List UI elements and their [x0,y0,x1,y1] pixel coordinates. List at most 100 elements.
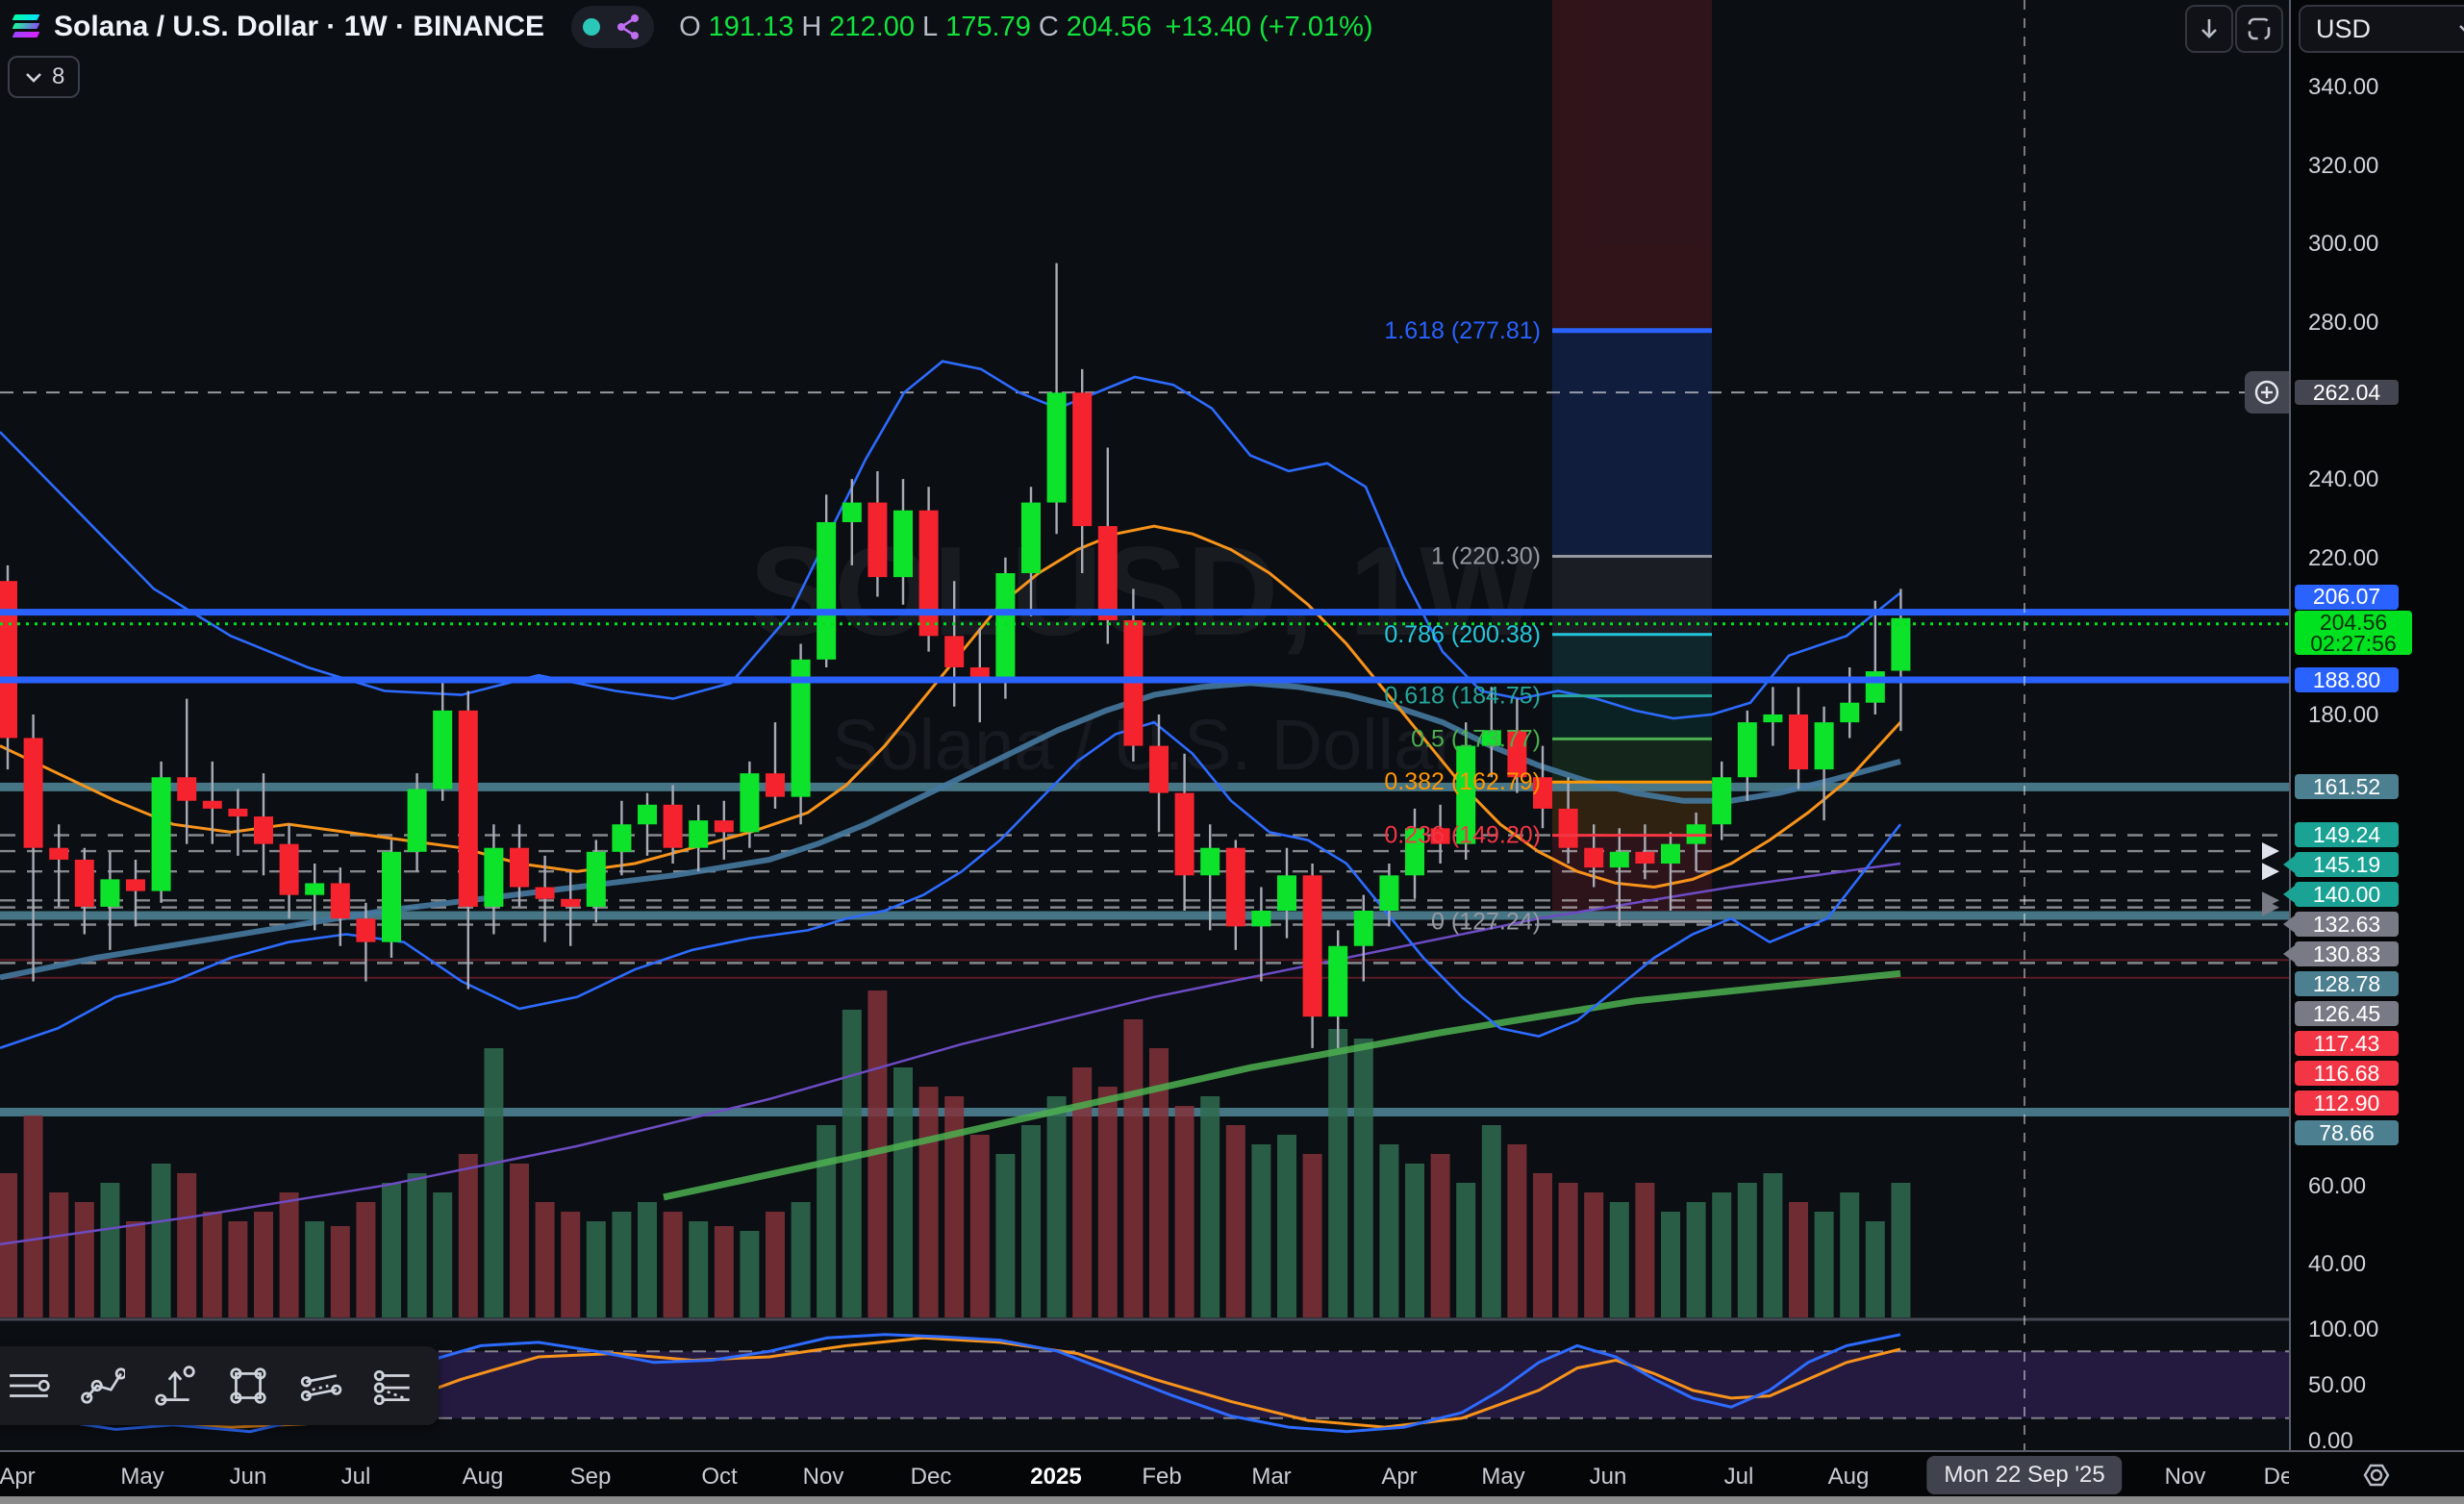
volume-bar [1891,1183,1911,1317]
volume-bar [1533,1173,1552,1317]
volume-bar [1789,1202,1808,1317]
maximize-button[interactable] [2235,5,2283,53]
time-axis[interactable]: Apr May Jun Jul Aug Sep Oct Nov Dec 2025 Feb Mar Apr… [0,1450,2289,1498]
price-level-badge[interactable]: 161.52 [2295,774,2399,800]
fib-zone [1552,835,1712,922]
legend-pill [571,6,655,48]
price-level-badge[interactable]: 206.07 [2295,584,2399,610]
scroll-to-recent-button[interactable] [2185,5,2233,53]
rectangle-tool[interactable] [221,1359,275,1413]
volume-bar [254,1212,273,1317]
flat-channel-tool[interactable] [366,1359,420,1413]
price-level-badge[interactable]: 116.68 [2295,1061,2399,1087]
candle-body [969,666,990,680]
horizontal-line-tool[interactable] [3,1359,57,1413]
time-axis-settings[interactable] [2289,1450,2464,1498]
share-icon[interactable] [614,13,642,41]
volume-bar [23,1115,43,1317]
volume-bar [1149,1048,1169,1317]
price-level-badge[interactable]: 132.63 [2283,912,2399,938]
candle-body [663,804,683,848]
symbol-title[interactable]: Solana / U.S. Dollar · 1W · BINANCE [54,11,545,42]
volume-bar [1661,1212,1680,1317]
price-level-badge[interactable]: 188.80 [2295,667,2399,693]
volume-bar [1686,1202,1706,1317]
price-level-badge[interactable]: 117.43 [2295,1031,2399,1057]
vertical-arrow-tool[interactable] [148,1359,202,1413]
volume-bar [969,1135,990,1317]
parallel-channel-tool[interactable] [293,1359,347,1413]
price-level-badge[interactable]: 128.78 [2295,971,2399,997]
chart-legend: Solana / U.S. Dollar · 1W · BINANCE O 191… [0,0,1373,54]
volume-bar [407,1173,427,1317]
volume-bar [944,1096,965,1317]
candle-body [1584,847,1604,868]
candle-body [126,879,145,891]
add-alert-plus-button[interactable] [2245,371,2289,414]
price-level-badge[interactable]: 140.00 [2283,882,2399,908]
price-level-badge[interactable]: 78.66 [2295,1120,2399,1146]
volume-bar [1865,1221,1885,1317]
volume-bar [1353,1039,1373,1317]
volume-bar [1481,1125,1501,1317]
time-tick: Nov [2164,1464,2206,1490]
price-level-badge[interactable]: 112.90 [2295,1090,2399,1116]
volume-bar [49,1192,69,1317]
price-tick: 220.00 [2308,544,2379,571]
price-tick: 240.00 [2308,466,2379,493]
indicators-collapse-button[interactable]: 8 [8,56,81,98]
stoch-tick: 50.00 [2308,1372,2367,1398]
price-tick: 320.00 [2308,152,2379,179]
candle-body [356,918,376,942]
trend-line-tool[interactable] [76,1359,130,1413]
fib-level-label: 0.382 (162.79) [1384,768,1541,795]
candle-body [433,710,453,790]
volume-bar [458,1154,478,1317]
candle-body [1149,745,1169,793]
open-value: 191.13 [708,11,794,42]
indicator-count: 8 [52,63,65,89]
volume-bar [126,1221,145,1317]
volume-bar [1430,1154,1450,1317]
volume-bar [202,1212,222,1317]
volume-bar [1635,1183,1655,1317]
volume-bar [740,1231,760,1317]
fib-level-label: 0.786 (200.38) [1384,621,1541,648]
price-axis[interactable]: 340.00 320.00 300.00 280.00 240.00 220.00 180.… [2283,0,2464,1454]
volume-bar [1251,1144,1271,1317]
volume-bar [1814,1212,1834,1317]
time-tick: Mar [1251,1464,1292,1490]
currency-selector[interactable]: USD [2299,5,2464,53]
candle-body [1379,875,1399,912]
price-level-badge[interactable]: 130.83 [2283,941,2399,967]
candle-body [1840,702,1860,723]
price-tick: 40.00 [2308,1251,2367,1278]
price-level-badge[interactable]: 126.45 [2295,1001,2399,1027]
volume-bar [1584,1192,1604,1317]
candle-body [228,808,248,817]
volume-bar [586,1221,606,1317]
candle-body [1609,851,1629,868]
price-level-badge[interactable]: 149.24 [2295,822,2399,848]
price-level-badge[interactable]: 145.19 [2283,852,2399,878]
crosshair-date-tooltip: Mon 22 Sep '25 [1926,1456,2123,1494]
candle-body [1225,847,1245,927]
candle-body [817,521,837,660]
volume-bar [1021,1125,1041,1317]
drawing-toolbar [0,1346,439,1425]
volume-bar [1558,1183,1578,1317]
candle-body [1507,730,1527,778]
volume-bar [228,1221,248,1317]
teal-dot-icon[interactable] [583,18,601,36]
time-tick: 2025 [1030,1464,1082,1490]
candle-body [842,502,862,522]
candle-body [1533,777,1552,809]
candle-body [535,887,555,899]
volume-bar [1277,1135,1296,1317]
alert-pointer-icon [2283,886,2295,904]
volume-bar [0,1173,17,1317]
time-tick: Oct [701,1464,738,1490]
time-tick: Nov [802,1464,844,1490]
candle-body [1814,722,1834,770]
